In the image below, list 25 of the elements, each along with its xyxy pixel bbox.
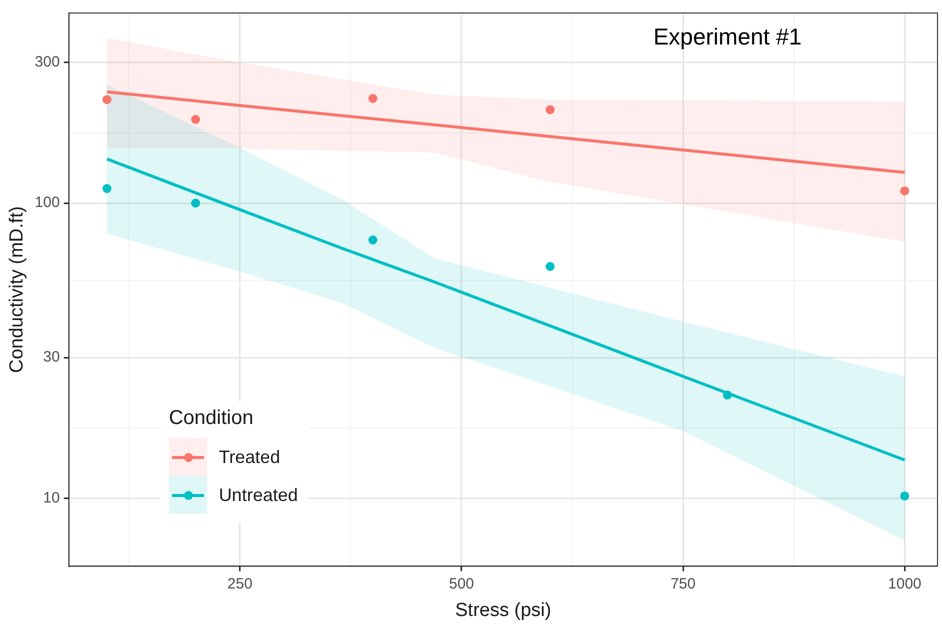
y-tick-label: 100 — [34, 194, 60, 212]
x-tick-label: 500 — [448, 575, 474, 592]
x-axis-title: Stress (psi) — [455, 600, 552, 621]
legend-label: Untreated — [218, 484, 298, 506]
x-tick-label: 1000 — [888, 575, 922, 592]
y-tick-label: 30 — [43, 348, 60, 366]
point — [368, 94, 378, 103]
point — [900, 491, 910, 500]
y-tick-label: 300 — [34, 53, 60, 70]
x-tick-label: 750 — [670, 575, 696, 592]
point — [368, 235, 378, 244]
legend-label: Treated — [218, 446, 280, 468]
annotation: Experiment #1 — [653, 23, 802, 50]
point — [900, 186, 910, 196]
legend-title: Condition — [168, 407, 254, 430]
point — [191, 198, 200, 208]
point — [722, 390, 732, 400]
point — [546, 105, 555, 114]
point — [191, 114, 200, 124]
point — [102, 95, 112, 104]
y-tick-label: 10 — [43, 490, 60, 507]
y-axis-title: Conductivity (mD.ft) — [6, 206, 28, 374]
x-tick-label: 250 — [227, 575, 252, 592]
point — [102, 184, 112, 194]
point — [546, 262, 555, 272]
